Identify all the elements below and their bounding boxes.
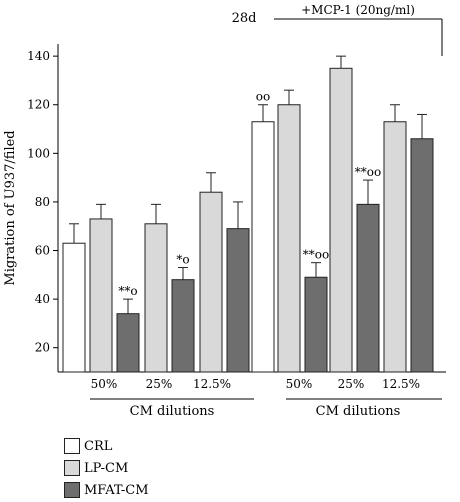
- bar-mfat-cm: [116, 313, 140, 373]
- bar-lp-cm: [199, 191, 223, 373]
- y-tick-label: 80: [35, 195, 50, 209]
- legend-label-lp-cm: LP-CM: [84, 460, 129, 476]
- y-axis-title: Migration of U937/filed: [3, 130, 18, 285]
- dilution-label: 50%: [286, 377, 313, 391]
- y-tick-label: 100: [27, 146, 50, 160]
- bar-lp-cm: [144, 223, 168, 373]
- bar-lp-cm: [329, 67, 353, 373]
- legend: CRL LP-CM MFAT-CM: [64, 436, 149, 502]
- bar-lp-cm: [383, 121, 407, 373]
- significance-mark: **o: [118, 284, 137, 298]
- bar-lp-cm: [89, 218, 113, 373]
- dilution-label: 12.5%: [193, 377, 231, 391]
- bar-mfat-cm: [171, 279, 195, 373]
- y-tick-label: 120: [27, 98, 50, 112]
- bar-crl: [251, 121, 275, 373]
- dilution-label: 25%: [146, 377, 173, 391]
- bar-crl: [62, 242, 86, 373]
- legend-item-crl: CRL: [64, 436, 149, 456]
- bar-mfat-cm: [410, 138, 434, 373]
- bar-lp-cm: [277, 104, 301, 373]
- treatment-label: +MCP-1 (20ng/ml): [301, 3, 415, 17]
- y-tick-label: 40: [35, 292, 50, 306]
- dilution-label: 12.5%: [382, 377, 420, 391]
- y-tick-label: 140: [27, 49, 50, 63]
- dilution-group-label-right: CM dilutions: [316, 404, 401, 419]
- bar-mfat-cm: [304, 276, 328, 373]
- significance-mark: *o: [176, 253, 189, 267]
- y-tick-label: 60: [35, 244, 50, 258]
- legend-item-lp-cm: LP-CM: [64, 458, 149, 478]
- legend-label-crl: CRL: [84, 438, 113, 454]
- dilution-label: 50%: [91, 377, 118, 391]
- dilution-label: 25%: [338, 377, 365, 391]
- significance-mark: **oo: [303, 248, 329, 262]
- significance-mark: **oo: [355, 165, 381, 179]
- bar-mfat-cm: [356, 203, 380, 373]
- legend-swatch-lp-cm: [64, 460, 80, 476]
- bar-mfat-cm: [226, 228, 250, 373]
- time-label: 28d: [232, 11, 257, 26]
- legend-swatch-mfat-cm: [64, 482, 80, 498]
- significance-mark: oo: [256, 90, 270, 104]
- dilution-group-label-left: CM dilutions: [130, 404, 215, 419]
- legend-swatch-crl: [64, 438, 80, 454]
- legend-item-mfat-cm: MFAT-CM: [64, 480, 149, 500]
- legend-label-mfat-cm: MFAT-CM: [84, 482, 149, 498]
- y-tick-label: 20: [35, 341, 50, 355]
